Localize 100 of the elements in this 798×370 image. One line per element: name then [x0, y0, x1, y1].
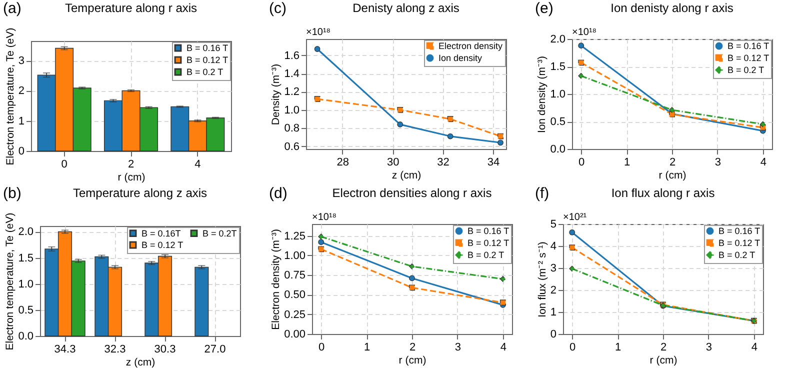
y-tick-label: 1.0 [550, 88, 566, 100]
y-tick-label: 1.5 [18, 252, 34, 264]
legend-label: B = 0.12 T [718, 238, 761, 248]
x-axis-title: r (cm) [658, 170, 686, 182]
y-tick-label: 0.0 [550, 144, 566, 156]
x-tick-label: 0 [61, 158, 68, 170]
x-axis-title: r (cm) [650, 354, 678, 366]
y-tick-label: 0.25 [284, 308, 306, 321]
y-tick-label: 0.75 [284, 270, 306, 282]
y-tick-label: 0.0 [18, 330, 34, 342]
x-tick-label: 3 [714, 156, 722, 168]
y-tick-label: 0 [550, 328, 556, 340]
y-tick-label: 1.25 [284, 230, 306, 242]
x-tick-label: 32 [437, 156, 450, 168]
y-tick-label: 1 [18, 115, 24, 128]
y-tick-label: 0.5 [18, 304, 34, 316]
legend-label: B = 0.2T [202, 228, 238, 238]
chart-title: Denisty along z axis [352, 1, 460, 15]
chart-title: Electron densities along r axis [332, 186, 492, 200]
x-axis-title: r (cm) [118, 172, 146, 184]
y-tick-label: 1.5 [550, 61, 566, 73]
y-axis-title: Density (m⁻³) [270, 64, 282, 126]
y-tick-label: 1 [550, 306, 556, 318]
x-tick-label: 0 [318, 342, 325, 354]
text: (a) [3, 0, 22, 17]
y-tick-label: 1.2 [284, 86, 300, 98]
chart-title: Ion flux along r axis [611, 186, 715, 200]
text: ×10¹⁸ [312, 212, 337, 223]
y-tick-label: 0.8 [284, 122, 300, 135]
text: (e) [535, 0, 554, 17]
text: ×10¹⁸ [306, 27, 331, 38]
y-tick-label: 3 [18, 55, 24, 68]
legend-label: B = 0.12 T [468, 238, 510, 248]
x-tick-label: 4 [751, 342, 758, 354]
x-tick-label: 30 [386, 156, 400, 168]
legend-label: B = 0.2 T [718, 250, 756, 260]
y-axis-title: Ion density (m⁻³) [536, 56, 548, 133]
legend-label: B = 0.2 T [728, 65, 765, 75]
text: (d) [269, 185, 288, 202]
legend-label: B = 0.16 T [718, 226, 761, 236]
y-tick-label: 2 [550, 284, 556, 296]
y-tick-label: 5 [550, 218, 556, 230]
x-tick-label: 4 [760, 156, 766, 168]
legend-label: B = 0.16 T [468, 226, 510, 236]
x-tick-label: 2 [660, 342, 667, 354]
text: ×10¹⁸ [572, 27, 597, 38]
legend-label: Ion density [438, 53, 483, 63]
x-tick-label: 1 [624, 156, 630, 168]
legend-label: B = 0.2 T [468, 250, 505, 260]
y-tick-label: 2.0 [18, 226, 34, 238]
x-tick-label: 1 [614, 342, 622, 354]
chart-title: Temperature along r axis [64, 1, 198, 16]
y-axis-title: Electron temperature, Te (eV) [4, 212, 16, 350]
x-axis-title: z (cm) [126, 356, 156, 368]
y-tick-label: 1.6 [284, 50, 300, 62]
x-tick-label: 28 [336, 156, 350, 168]
x-tick-label: 32.3 [104, 344, 126, 356]
x-tick-label: 3 [706, 342, 712, 354]
y-tick-label: 4 [550, 240, 556, 252]
y-tick-label: 0.6 [284, 140, 300, 153]
y-tick-label: 0.5 [550, 116, 566, 128]
x-tick-label: 0 [570, 342, 576, 354]
x-tick-label: 3 [454, 342, 462, 354]
x-tick-label: 30.3 [154, 344, 176, 356]
legend-label: B = 0.16 T [728, 41, 770, 51]
y-tick-label: 3 [550, 262, 556, 274]
chart-title: Ion denisty along r axis [610, 1, 734, 15]
y-tick-label: 0.50 [284, 289, 306, 302]
y-tick-label: 1.0 [284, 104, 300, 116]
legend-label: B = 0.2 T [186, 67, 224, 77]
x-tick-label: 2 [128, 158, 134, 170]
y-tick-label: 1.00 [284, 250, 306, 262]
x-tick-label: 4 [194, 158, 201, 170]
legend-label: B = 0.12 T [186, 55, 229, 65]
legend-label: Electron density [438, 41, 504, 51]
x-tick-label: 4 [500, 342, 506, 354]
legend-label: B = 0.16 T [186, 43, 229, 53]
y-tick-label: 2.0 [550, 34, 566, 46]
legend-label: B = 0.16T [142, 228, 182, 238]
x-tick-label: 1 [364, 342, 370, 354]
x-tick-label: 34 [487, 156, 500, 168]
y-axis-title: Electron temperature, Te (eV) [4, 28, 16, 166]
y-tick-label: 2 [18, 85, 24, 98]
y-axis-title: Ion flux (m⁻² s⁻¹) [536, 242, 548, 318]
y-tick-label: 1.0 [18, 278, 34, 290]
legend-label: B = 0.12 T [728, 53, 770, 63]
text: (b) [3, 185, 22, 202]
text: (f) [535, 185, 550, 202]
text: (c) [269, 0, 286, 17]
x-tick-label: 2 [669, 156, 676, 168]
text: ×10²¹ [563, 212, 588, 223]
y-axis-title: Electron density (m⁻³) [270, 229, 282, 330]
x-tick-label: 34.3 [54, 344, 76, 356]
x-tick-label: 0 [578, 156, 585, 168]
y-tick-label: 1.4 [284, 68, 300, 80]
x-tick-label: 27.0 [204, 344, 226, 356]
x-tick-label: 2 [409, 342, 416, 354]
legend-label: B = 0.12 T [142, 240, 184, 250]
chart-title: Temperature along z axis [72, 186, 208, 200]
y-tick-label: 0.00 [284, 328, 306, 340]
